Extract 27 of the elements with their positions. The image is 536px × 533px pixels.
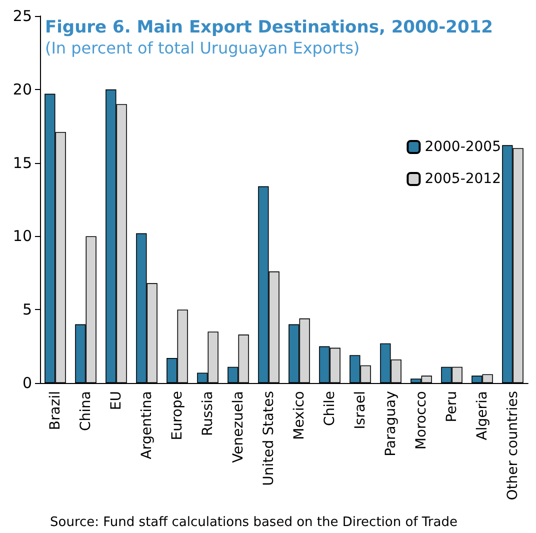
y-tick-label: 20 bbox=[12, 80, 32, 98]
x-tick-label: Mexico bbox=[291, 391, 308, 440]
legend-label: 2005-2012 bbox=[424, 171, 502, 187]
y-tick-label: 15 bbox=[12, 154, 32, 172]
x-tick-label: Peru bbox=[444, 391, 460, 422]
x-tick-label: Argentina bbox=[138, 391, 155, 460]
chart-title: Figure 6. Main Export Destinations, 2000-2012 bbox=[44, 18, 494, 38]
x-tick-label: Algeria bbox=[474, 391, 490, 440]
legend-label: 2000-2005 bbox=[424, 139, 502, 155]
source-note: Source: Fund staff calculations based on the Direction of Trade bbox=[50, 515, 458, 530]
y-tick-label: 10 bbox=[12, 227, 32, 246]
x-tick-label: China bbox=[78, 391, 94, 431]
x-tick-label: Chile bbox=[322, 391, 338, 426]
x-tick-label: Other countries bbox=[504, 391, 521, 500]
x-tick-label: Paraguay bbox=[382, 391, 399, 456]
x-tick-label: Brazil bbox=[47, 391, 64, 430]
x-tick-label: EU bbox=[108, 391, 124, 410]
x-tick-label: Russia bbox=[200, 391, 216, 436]
x-tick-label: Europe bbox=[169, 391, 186, 440]
y-tick-label: 25 bbox=[12, 7, 32, 25]
x-tick-label: Israel bbox=[352, 391, 368, 430]
x-tick-label: Morocco bbox=[413, 391, 430, 450]
x-tick-label: United States bbox=[260, 391, 277, 486]
y-tick-label: 5 bbox=[22, 300, 32, 319]
y-tick-label: 0 bbox=[22, 374, 32, 392]
x-tick-label: Venezuela bbox=[230, 391, 246, 463]
text: (In percent of total Uruguayan Exports) bbox=[44, 38, 360, 58]
